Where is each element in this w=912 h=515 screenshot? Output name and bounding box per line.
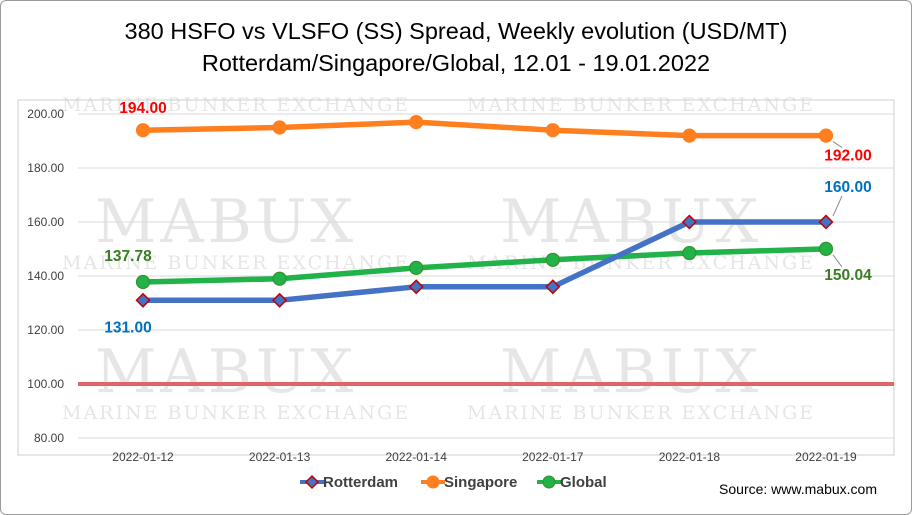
leader-line — [832, 141, 843, 149]
x-tick-label: 2022-01-14 — [386, 450, 448, 464]
data-point-rotterdam — [408, 279, 424, 295]
data-label-rotterdam: 160.00 — [824, 179, 871, 196]
chart-title: 380 HSFO vs VLSFO (SS) Spread, Weekly ev… — [124, 18, 788, 44]
legend-marker — [542, 475, 556, 489]
series-line-singapore — [142, 119, 826, 139]
data-label-global: 137.78 — [104, 248, 152, 265]
y-tick-label: 160.00 — [27, 215, 64, 229]
watermark-big-text: MABUX — [500, 337, 762, 407]
data-point-global — [272, 271, 287, 286]
legend-marker — [304, 474, 320, 490]
data-point-singapore — [409, 114, 424, 130]
watermark-small-text: MARINE BUNKER EXCHANGE — [467, 94, 815, 116]
legend-label-singapore: Singapore — [444, 474, 517, 491]
data-point-global — [135, 274, 151, 290]
watermark-big-text: MABUX — [95, 337, 357, 407]
data-point-singapore — [135, 123, 151, 138]
x-tick-label: 2022-01-19 — [795, 450, 857, 464]
x-tick-label: 2022-01-17 — [522, 450, 584, 464]
watermark-small-text: MARINE BUNKER EXCHANGE — [467, 402, 815, 424]
x-tick-label: 2022-01-18 — [659, 450, 721, 464]
data-point-global — [545, 252, 560, 267]
data-point-rotterdam — [272, 292, 288, 308]
y-tick-label: 80.00 — [34, 431, 64, 445]
watermark-small-text: MARINE BUNKER EXCHANGE — [62, 252, 410, 274]
data-point-rotterdam — [545, 279, 561, 295]
legend-label-global: Global — [560, 474, 607, 491]
legend: Rotterdam Singapore Global — [300, 474, 607, 491]
y-tick-label: 120.00 — [27, 323, 64, 337]
legend-marker — [426, 475, 440, 489]
data-point-rotterdam — [135, 292, 151, 308]
x-axis: 2022-01-12 2022-01-13 2022-01-14 2022-01-17… — [112, 450, 857, 464]
y-axis: 80.00 100.00 120.00 140.00 160.00 180.00 200.0… — [27, 107, 64, 445]
y-tick-label: 140.00 — [27, 269, 64, 283]
data-label-global: 150.04 — [824, 267, 872, 284]
data-point-singapore — [545, 123, 560, 138]
data-label-singapore: 194.00 — [119, 100, 166, 117]
watermark-layer: MARINE BUNKER EXCHANGE MARINE BUNKER EXCH… — [62, 94, 815, 424]
chart-subtitle: Rotterdam/Singapore/Global, 12.01 - 19.0… — [201, 50, 711, 76]
data-point-global — [409, 260, 424, 275]
y-tick-label: 100.00 — [27, 377, 64, 391]
series-line-global — [142, 246, 827, 285]
watermark-small-text: MARINE BUNKER EXCHANGE — [62, 402, 410, 424]
leader-line — [832, 195, 843, 217]
x-tick-label: 2022-01-12 — [112, 450, 174, 464]
data-point-singapore — [272, 120, 287, 135]
watermark-small-text: MARINE BUNKER EXCHANGE — [62, 94, 410, 116]
series-line-rotterdam — [143, 219, 826, 304]
data-point-singapore — [682, 128, 697, 143]
leader-line — [832, 254, 843, 268]
series-layer — [135, 114, 834, 308]
x-tick-label: 2022-01-13 — [249, 450, 311, 464]
data-label-rotterdam: 131.00 — [104, 319, 151, 336]
y-tick-label: 180.00 — [27, 161, 64, 175]
y-tick-label: 200.00 — [27, 107, 64, 121]
source-note: Source: www.mabux.com — [719, 481, 877, 497]
data-label-layer: 131.00 160.00 194.00 192.00 137.78 150.04 — [104, 100, 872, 336]
data-label-singapore: 192.00 — [824, 148, 871, 165]
data-point-rotterdam — [818, 214, 834, 230]
data-point-singapore — [818, 128, 834, 143]
data-point-global — [682, 245, 697, 261]
plot-area-border — [17, 99, 895, 456]
data-point-rotterdam — [681, 214, 697, 230]
data-point-global — [818, 241, 834, 256]
legend-label-rotterdam: Rotterdam — [323, 474, 398, 491]
